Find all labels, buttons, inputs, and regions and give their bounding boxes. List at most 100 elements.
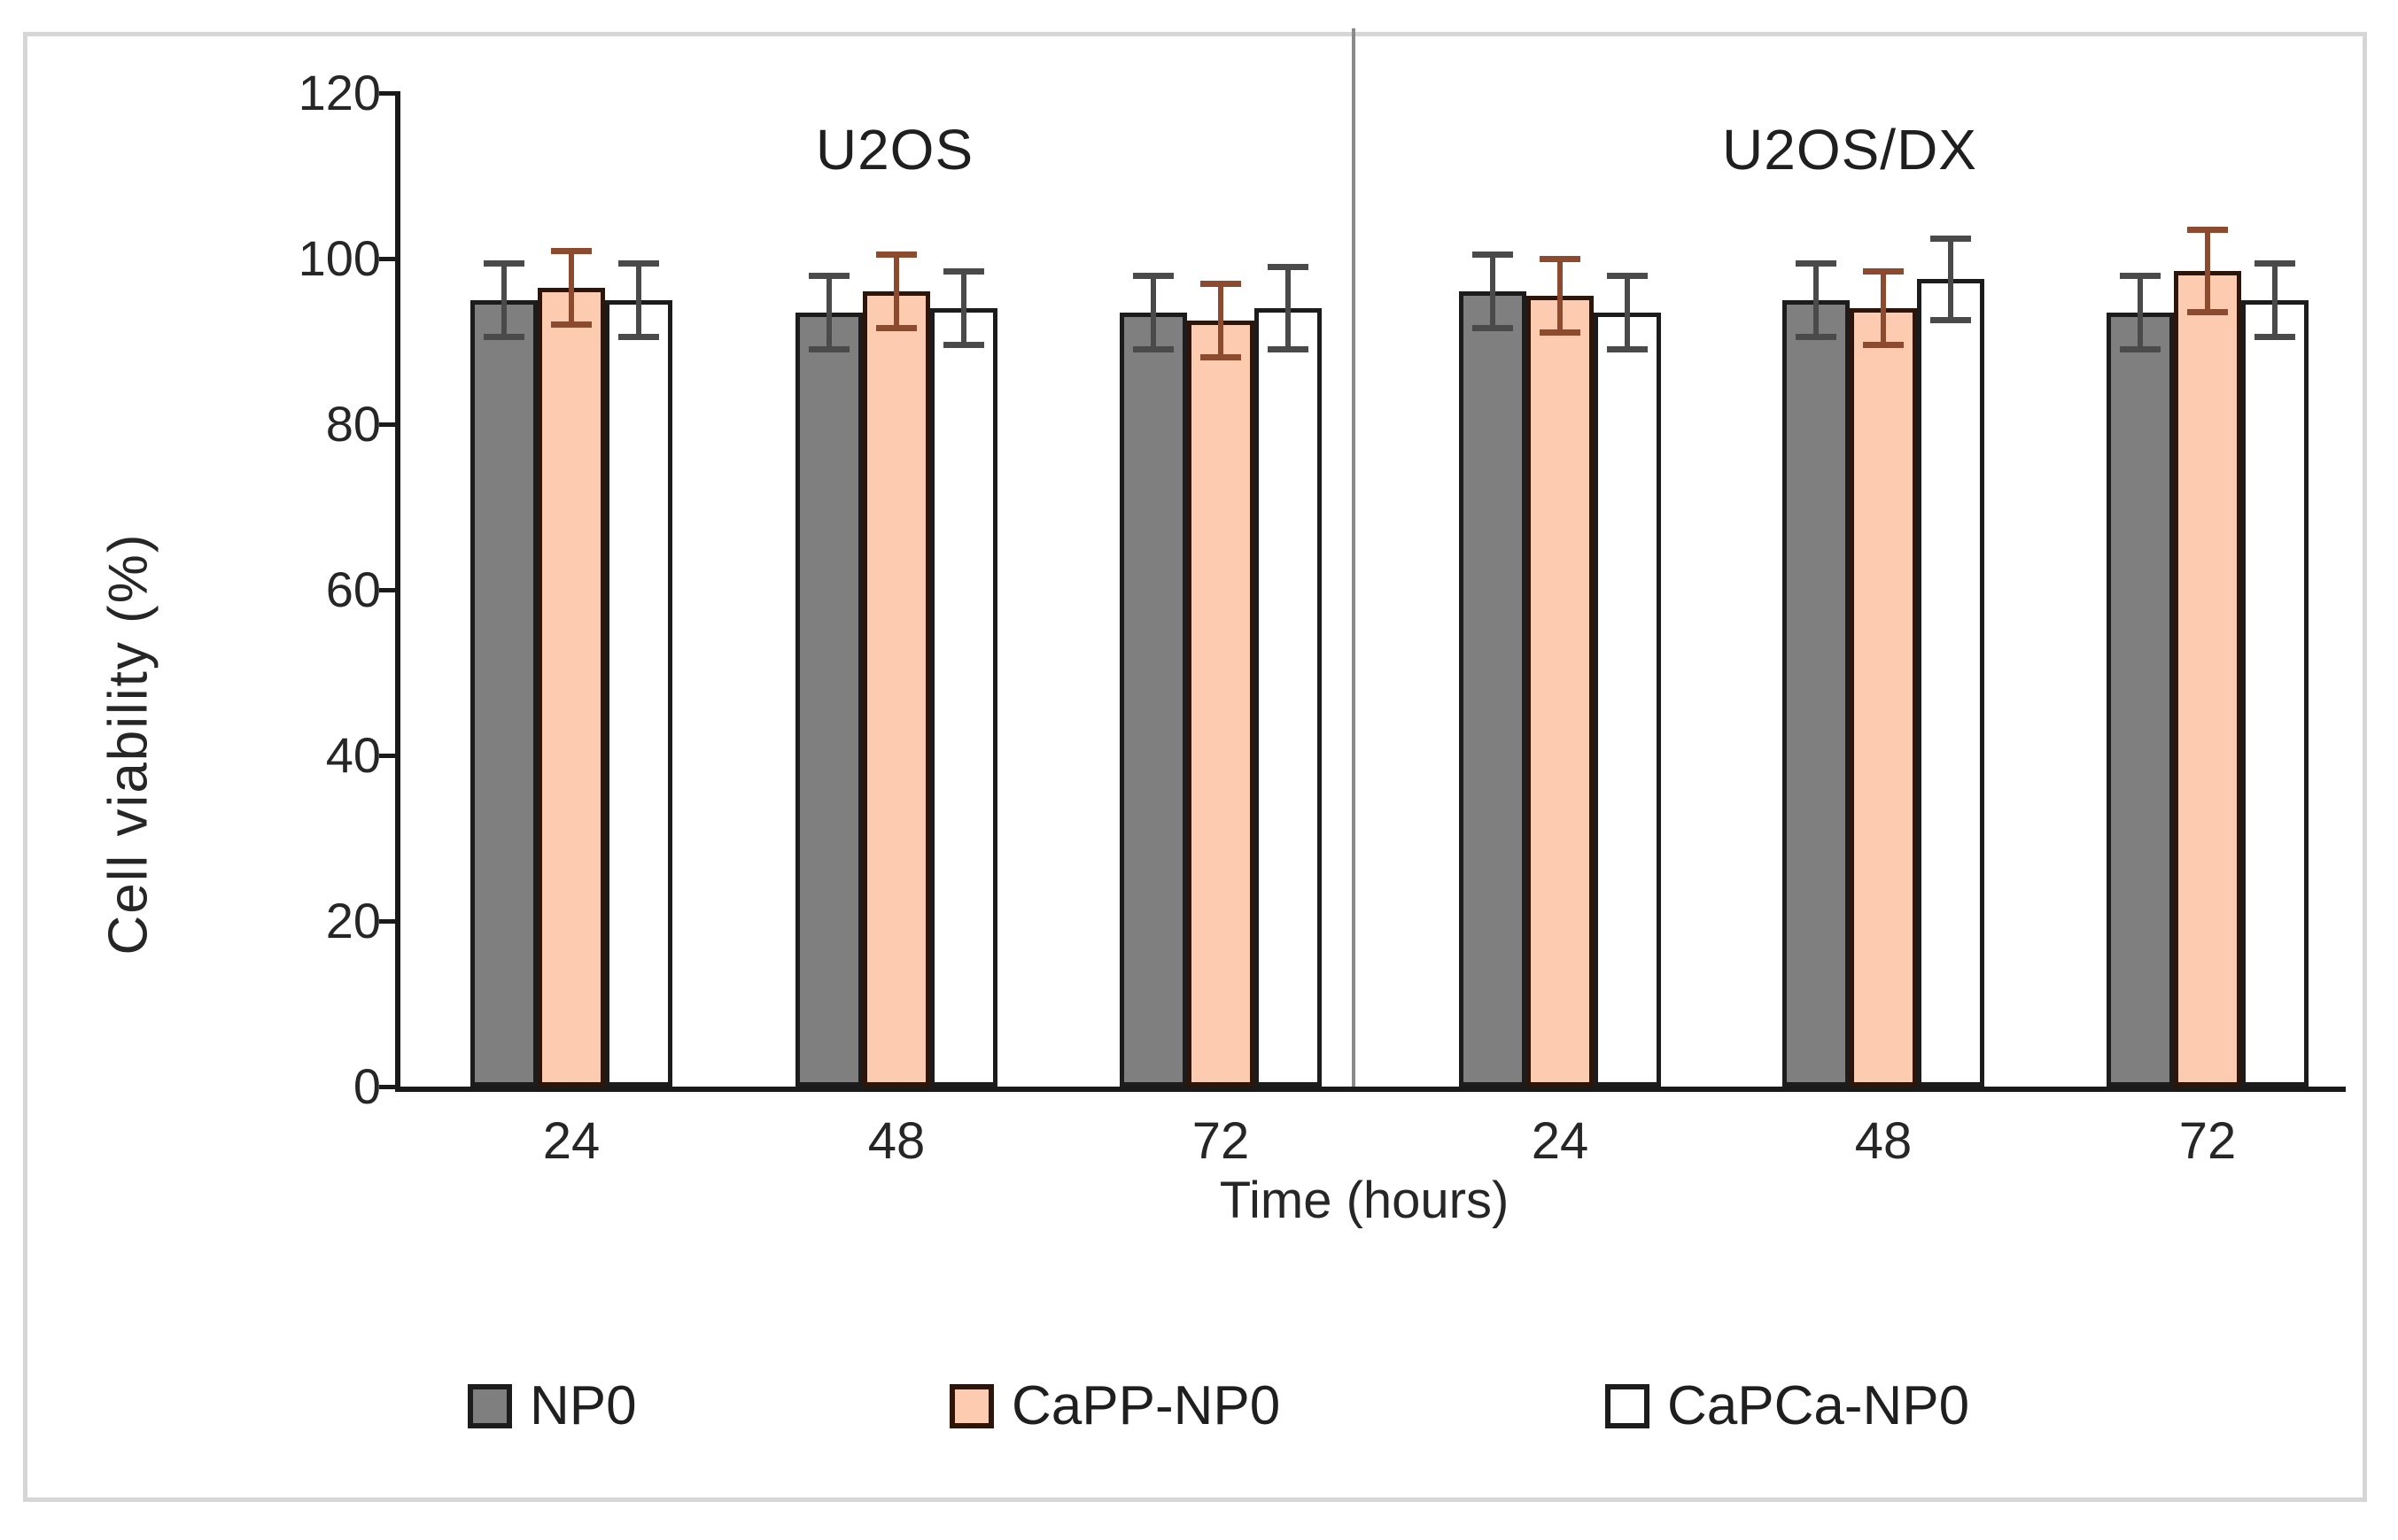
error-bar-cap [1472,325,1513,332]
error-bar [1813,262,1819,337]
y-tick-label: 100 [298,230,381,286]
y-tick [379,422,395,427]
error-bar-cap [1863,342,1904,349]
error-bar [569,250,574,325]
x-tick-label: 24 [542,1112,601,1170]
error-bar-cap [618,333,659,340]
bar-NP0 [795,312,863,1087]
legend-swatch [468,1384,512,1428]
panel-label-u2os: U2OS [815,118,974,182]
y-axis-line [395,91,400,1092]
y-tick-label: 120 [298,65,381,120]
error-bar [501,262,507,337]
error-bar-cap [876,252,917,259]
x-tick-label: 24 [1531,1112,1589,1170]
x-axis-label: Time (hours) [1219,1172,1509,1229]
error-bar [1490,254,1495,329]
legend-label: NP0 [530,1375,637,1436]
error-bar-cap [1133,272,1174,279]
error-bar-cap [1796,259,1836,267]
error-bar-cap [943,342,984,349]
error-bar [1625,275,1630,350]
error-bar-cap [1540,256,1580,262]
error-bar-cap [1607,345,1648,352]
error-bar [2138,275,2143,350]
error-bar-cap [2187,227,2228,234]
error-bar [2205,229,2210,313]
y-tick-label: 20 [325,893,381,948]
error-bar [1151,275,1156,350]
error-bar-cap [551,247,592,254]
figure-frame [23,32,2367,1502]
legend-item: CaPP-NP0 [950,1378,1280,1435]
error-bar-cap [1200,354,1241,361]
y-tick-label: 0 [353,1058,381,1114]
bar-NP0 [1782,299,1850,1087]
error-bar-cap [1607,272,1648,279]
legend-item: NP0 [468,1378,637,1435]
error-bar-cap [943,268,984,275]
bar-CaPCa-NP0 [1594,312,1661,1087]
error-bar-cap [2120,345,2161,352]
legend-item: CaPCa-NP0 [1605,1378,1969,1435]
error-bar-cap [484,259,524,267]
error-bar-cap [876,325,917,332]
error-bar-cap [1930,235,1971,242]
bar-NP0 [1459,291,1526,1087]
error-bar [961,271,966,346]
error-bar-cap [1133,345,1174,352]
error-bar [2272,262,2278,337]
legend-swatch [1605,1384,1649,1428]
y-tick-label: 80 [325,396,381,452]
x-axis-line [395,1087,2346,1092]
error-bar-cap [809,345,850,352]
bar-CaPP-NP0 [1526,296,1594,1087]
error-bar-cap [2120,272,2161,279]
error-bar-cap [484,333,524,340]
error-bar-cap [809,272,850,279]
x-tick-label: 48 [1854,1112,1913,1170]
bar-NP0 [1120,312,1187,1087]
error-bar [1218,283,1223,359]
bar-CaPCa-NP0 [1254,308,1322,1087]
error-bar-cap [1796,333,1836,340]
y-tick [379,91,395,96]
error-bar [1881,271,1886,346]
error-bar [894,254,899,329]
x-tick-label: 48 [867,1112,926,1170]
y-tick [379,1085,395,1089]
error-bar [1285,267,1291,350]
error-bar-cap [1268,345,1308,352]
error-bar-cap [2254,259,2295,267]
error-bar-cap [618,259,659,267]
error-bar-cap [2187,308,2228,315]
legend-label: CaPCa-NP0 [1667,1375,1970,1436]
bar-CaPCa-NP0 [605,299,672,1087]
bar-CaPCa-NP0 [930,308,997,1087]
error-bar-cap [1930,317,1971,324]
bar-CaPP-NP0 [2174,271,2241,1087]
bar-CaPP-NP0 [1187,321,1254,1087]
error-bar [636,262,641,337]
x-tick-label: 72 [1191,1112,1250,1170]
error-bar [1557,259,1563,334]
bar-CaPP-NP0 [863,291,930,1087]
error-bar-cap [2254,333,2295,340]
error-bar-cap [1540,329,1580,337]
y-tick [379,754,395,758]
bar-CaPP-NP0 [538,287,605,1087]
bar-CaPCa-NP0 [1917,279,1984,1087]
y-tick-label: 60 [325,561,381,617]
error-bar-cap [1200,281,1241,288]
bar-NP0 [2107,312,2174,1087]
x-tick-label: 72 [2178,1112,2237,1170]
panel-divider [1352,28,1355,1087]
error-bar-cap [1472,252,1513,259]
y-tick [379,588,395,592]
error-bar-cap [1863,268,1904,275]
error-bar [1948,237,1953,321]
bar-CaPCa-NP0 [2241,299,2309,1087]
legend-label: CaPP-NP0 [1012,1375,1281,1436]
